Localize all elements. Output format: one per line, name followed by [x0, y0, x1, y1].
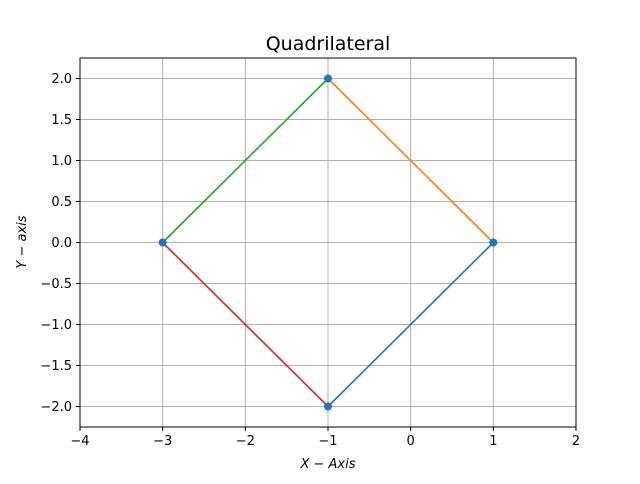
- axis-ticks: −4 −3 −2 −1 0 1 2 −2.0 −1.5 −1.0 −0.5 0.0 0.5 1.0 1.5 2…: [40, 72, 580, 449]
- x-tick-label: 1: [489, 434, 497, 449]
- x-tick-label: 0: [407, 434, 415, 449]
- edge-line: [162, 77, 329, 244]
- vertex-point: [324, 74, 332, 83]
- edge-line: [162, 241, 329, 408]
- y-tick-label: −1.5: [40, 359, 72, 374]
- y-tick-label: 1.5: [51, 113, 72, 128]
- chart-title: Quadrilateral: [266, 33, 391, 55]
- x-tick-label: 2: [572, 434, 580, 449]
- x-tick-label: −1: [318, 434, 337, 449]
- vertex-markers: [158, 74, 498, 411]
- x-axis-label: X − Axis: [299, 457, 355, 472]
- x-tick-label: −4: [70, 434, 89, 449]
- y-tick-label: 0.0: [51, 236, 72, 251]
- edge-line: [327, 241, 494, 408]
- y-axis-label: Y − axis: [15, 215, 30, 268]
- y-tick-label: −2.0: [40, 400, 72, 415]
- y-tick-label: 0.5: [51, 195, 72, 210]
- x-tick-label: −3: [153, 434, 172, 449]
- y-tick-label: 2.0: [51, 72, 72, 87]
- edge-line: [327, 77, 494, 244]
- vertex-point: [158, 238, 167, 247]
- x-tick-label: −2: [236, 434, 255, 449]
- y-tick-label: −0.5: [40, 277, 72, 292]
- vertex-point: [489, 238, 498, 247]
- y-tick-label: 1.0: [51, 154, 72, 169]
- vertex-point: [324, 402, 332, 411]
- series-lines: [162, 77, 494, 408]
- y-tick-label: −1.0: [40, 318, 72, 333]
